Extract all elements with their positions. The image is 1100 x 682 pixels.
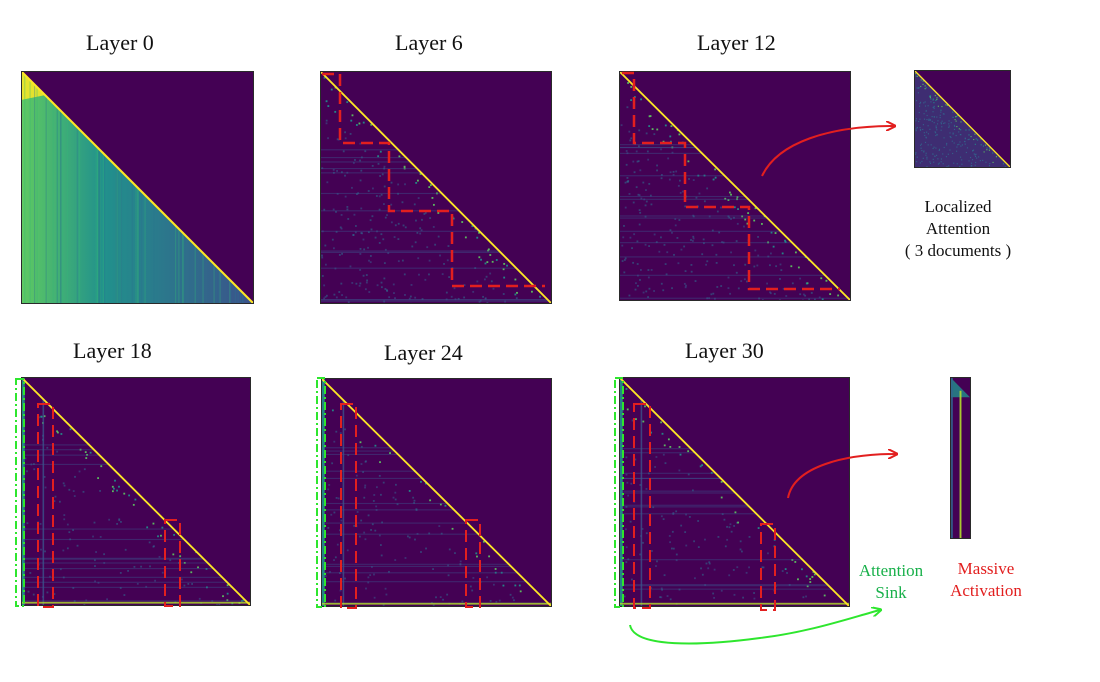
localized-attention-inset [914, 70, 1011, 168]
attention-sink-caption: Attention Sink [848, 560, 934, 604]
layer-30-title: Layer 30 [685, 338, 764, 363]
massive-caption-line-1: Massive [957, 559, 1015, 578]
layer-0-title: Layer 0 [86, 30, 154, 55]
attention-sink-arrow [629, 610, 880, 645]
sink-caption-line-1: Attention [858, 561, 924, 580]
massive-caption-line-2: Activation [950, 581, 1022, 600]
layer-12-title: Layer 12 [697, 30, 776, 55]
localized-attention-caption: Localized Attention ( 3 documents ) [880, 196, 1036, 262]
layer-18-title: Layer 18 [73, 338, 152, 363]
layer-0-attention-map [21, 71, 254, 304]
sink-caption-line-2: Sink [875, 583, 907, 602]
layer-30-attention-map [619, 377, 850, 607]
layer-18-attention-map [21, 377, 251, 606]
layer-6-title: Layer 6 [395, 30, 463, 55]
layer-12-attention-map [619, 71, 851, 301]
layer-24-attention-map [321, 378, 552, 607]
layer-6-attention-map [320, 71, 552, 304]
localized-caption-line-1: Localized [924, 197, 992, 216]
massive-activation-caption: Massive Activation [938, 558, 1034, 602]
layer-24-title: Layer 24 [384, 340, 463, 365]
localized-caption-line-2: Attention [925, 219, 991, 238]
localized-caption-line-3: ( 3 documents ) [904, 241, 1012, 260]
massive-activation-inset [950, 377, 971, 539]
